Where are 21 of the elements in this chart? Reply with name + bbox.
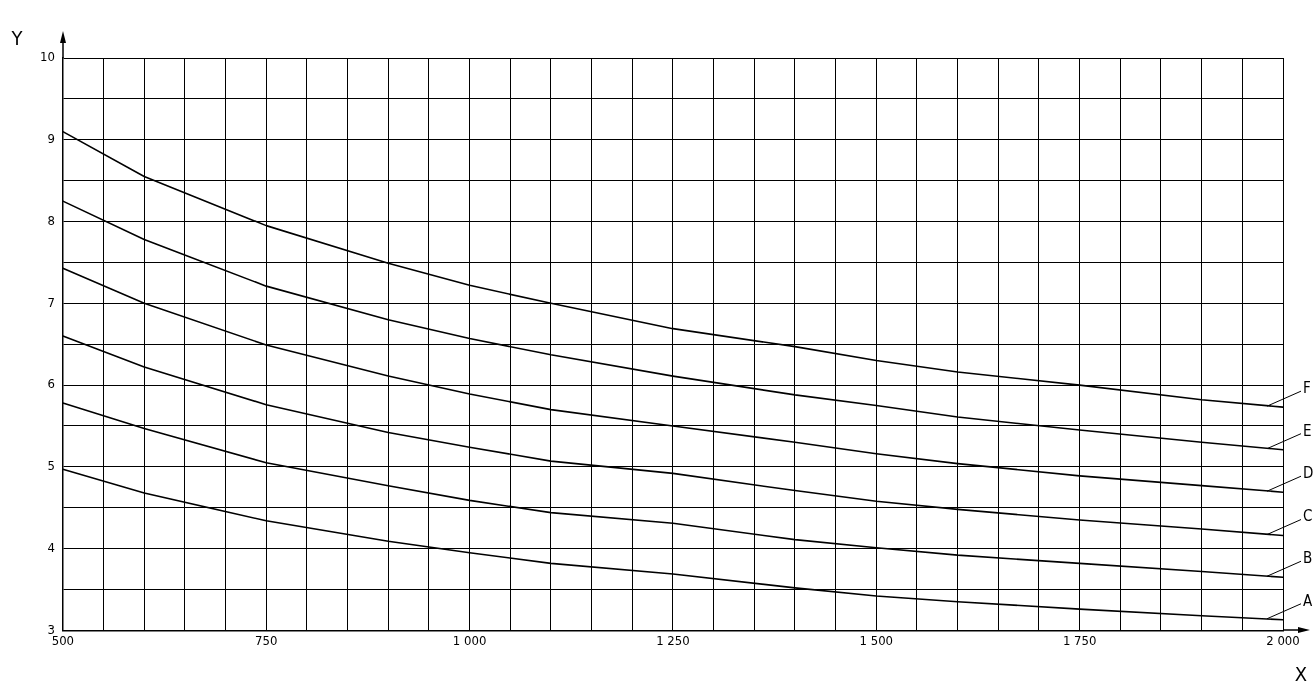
- x-tick-label: 1 750: [1062, 632, 1097, 648]
- y-tick-label: 8: [47, 212, 55, 228]
- series-label: F: [1303, 379, 1311, 398]
- series-label: E: [1303, 421, 1312, 440]
- x-tick-label: 2 000: [1266, 632, 1300, 648]
- x-axis-title: X: [1294, 661, 1308, 682]
- y-tick-label: 7: [47, 294, 55, 310]
- y-tick-label: 10: [39, 49, 55, 65]
- y-tick-label: 4: [47, 540, 55, 555]
- series-label: D: [1303, 464, 1314, 483]
- y-axis-title: Y: [10, 26, 24, 51]
- series-label: B: [1303, 549, 1313, 568]
- y-tick-label: 6: [47, 376, 55, 392]
- y-tick-label: 5: [47, 458, 55, 474]
- y-tick-label: 9: [47, 131, 55, 147]
- x-tick-label: 750: [255, 632, 278, 648]
- series-label: A: [1303, 591, 1313, 610]
- x-tick-label: 1 000: [452, 632, 487, 648]
- x-tick-label: 1 500: [859, 632, 894, 648]
- series-label: C: [1303, 507, 1313, 526]
- x-tick-label: 1 250: [656, 632, 690, 648]
